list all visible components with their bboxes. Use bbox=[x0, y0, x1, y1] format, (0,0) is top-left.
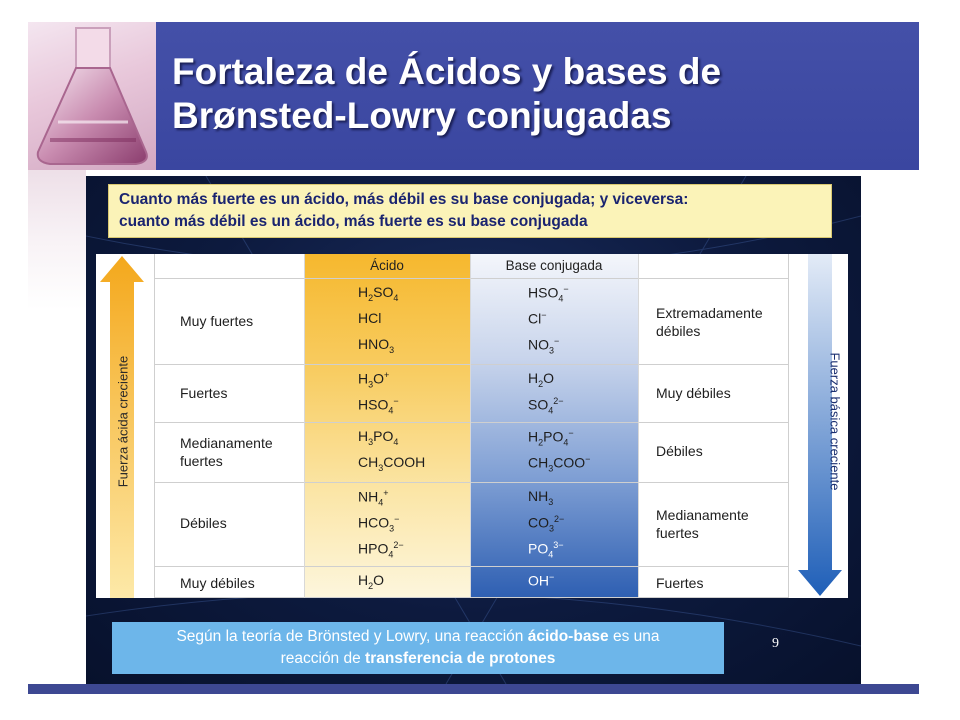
left-arrow-label: Fuerza ácida creciente bbox=[115, 355, 131, 488]
base-formula: OH− bbox=[528, 572, 555, 589]
acid-formula: HSO4− bbox=[358, 396, 399, 416]
base-strength-label: Extremadamente débiles bbox=[656, 305, 763, 339]
title-line-1: Fortaleza de Ácidos y bases de bbox=[172, 51, 722, 92]
base-formula: CH3COO− bbox=[528, 454, 591, 474]
acid-formula: H3O+ bbox=[358, 370, 390, 390]
flask-icon bbox=[36, 27, 148, 165]
right-arrow-label: Fuerza básica creciente bbox=[827, 352, 843, 491]
table-divider bbox=[154, 566, 788, 567]
base-formula: H2PO4− bbox=[528, 428, 574, 448]
table-divider bbox=[154, 278, 788, 279]
acid-formula: HPO42− bbox=[358, 540, 404, 560]
table-divider bbox=[154, 364, 788, 365]
category-label: Medianamente fuertes bbox=[180, 435, 273, 469]
category-label: Débiles bbox=[180, 515, 227, 531]
flask-image bbox=[28, 22, 156, 170]
base-formula: HSO4− bbox=[528, 284, 569, 304]
acid-formula: H2O bbox=[358, 572, 385, 591]
base-strength-label: Fuertes bbox=[656, 575, 704, 591]
category-label: Muy débiles bbox=[180, 575, 255, 591]
table-divider bbox=[470, 254, 471, 598]
acid-formula: H3PO4 bbox=[358, 428, 399, 447]
base-formula: Cl− bbox=[528, 310, 547, 327]
footer-band bbox=[28, 684, 919, 694]
acid-formula: HCl bbox=[358, 310, 382, 326]
base-header: Base conjugada bbox=[505, 258, 603, 273]
header-band bbox=[28, 22, 919, 170]
intro-line-1: Cuanto más fuerte es un ácido, más débil… bbox=[119, 191, 689, 208]
acid-formula: CH3COOH bbox=[358, 454, 426, 473]
base-formula: SO42− bbox=[528, 396, 564, 416]
intro-box: Cuanto más fuerte es un ácido, más débil… bbox=[108, 184, 832, 238]
arrow-up-icon bbox=[100, 256, 144, 598]
title-line-2: Brønsted-Lowry conjugadas bbox=[172, 95, 672, 136]
base-strength-label: Medianamente fuertes bbox=[656, 507, 749, 541]
bottom-note-box: Según la teoría de Brönsted y Lowry, una… bbox=[112, 622, 724, 674]
arrow-down-icon bbox=[798, 254, 842, 596]
table-divider bbox=[154, 597, 788, 598]
base-formula: CO32− bbox=[528, 514, 565, 534]
acid-formula: HNO3 bbox=[358, 336, 395, 355]
table-divider bbox=[304, 254, 305, 598]
base-formula: NO3− bbox=[528, 336, 560, 356]
acid-header: Ácido bbox=[370, 258, 404, 273]
table-divider bbox=[154, 482, 788, 483]
intro-line-2: cuanto más débil es un ácido, más fuerte… bbox=[119, 213, 588, 230]
category-column bbox=[154, 254, 305, 598]
acid-formula: HCO3− bbox=[358, 514, 400, 534]
base-strength-label: Débiles bbox=[656, 443, 703, 459]
acid-formula: H2SO4 bbox=[358, 284, 399, 303]
page-title: Fortaleza de Ácidos y bases de Brønsted-… bbox=[172, 50, 912, 138]
acid-base-table: Fuerza ácida creciente Fuerza básica cre… bbox=[96, 254, 848, 598]
base-strength-label: Muy débiles bbox=[656, 385, 731, 401]
category-label: Muy fuertes bbox=[180, 313, 254, 329]
decorative-fade bbox=[28, 170, 86, 310]
base-formula: NH3 bbox=[528, 488, 554, 507]
page-number: 9 bbox=[772, 636, 779, 651]
base-formula: PO43− bbox=[528, 540, 564, 560]
bottom-line-1: Según la teoría de Brönsted y Lowry, una… bbox=[176, 628, 660, 645]
bottom-line-2: reacción de transferencia de protones bbox=[280, 650, 556, 667]
acid-column: Ácido bbox=[304, 254, 470, 598]
embedded-slide: Cuanto más fuerte es un ácido, más débil… bbox=[86, 176, 861, 684]
acid-formula: NH4+ bbox=[358, 488, 389, 508]
table-divider bbox=[154, 422, 788, 423]
category-label: Fuertes bbox=[180, 385, 228, 401]
base-column: Base conjugada bbox=[470, 254, 638, 598]
table-divider bbox=[638, 254, 639, 598]
base-formula: H2O bbox=[528, 370, 555, 389]
base-strength-column bbox=[638, 254, 789, 598]
